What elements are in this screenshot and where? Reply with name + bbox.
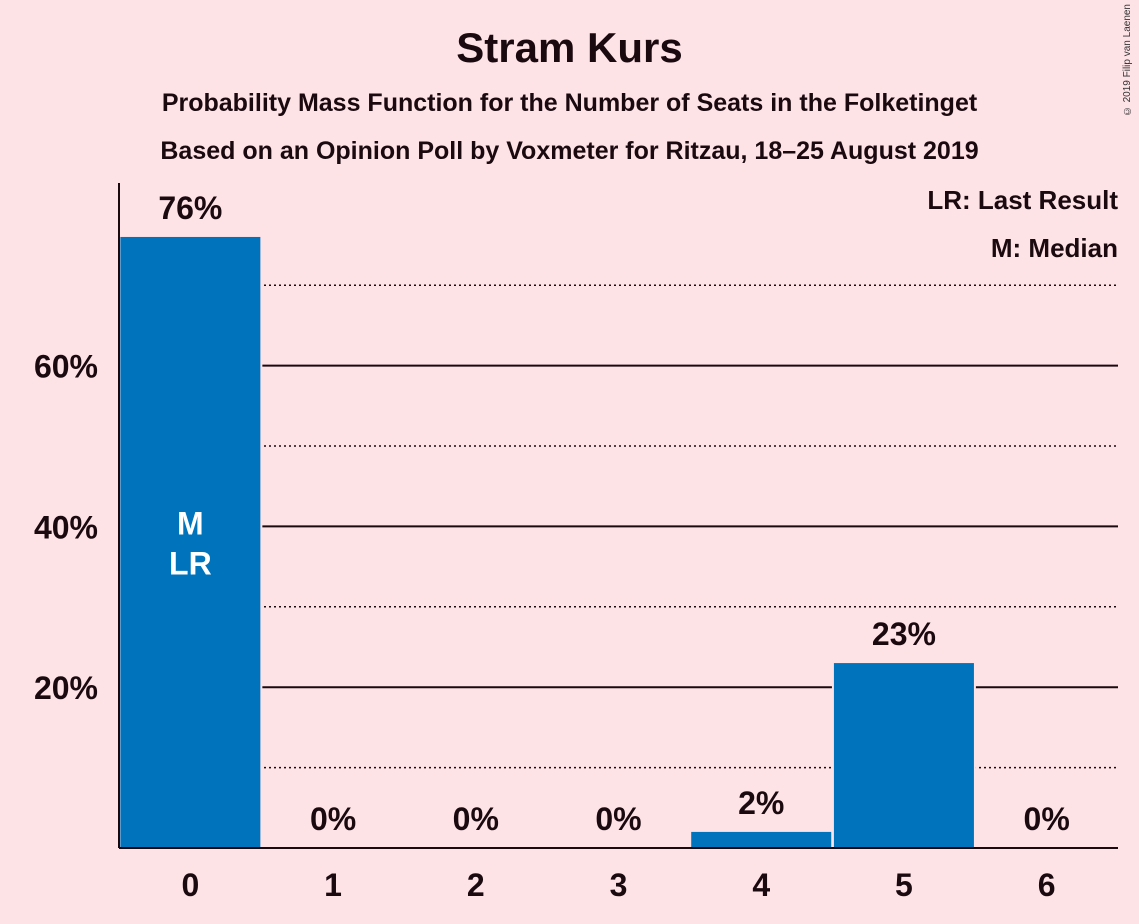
data-label: 0%: [310, 801, 356, 837]
data-label: 0%: [453, 801, 499, 837]
x-tick-label: 4: [752, 867, 770, 903]
x-tick-label: 0: [181, 867, 199, 903]
bar: [833, 663, 974, 848]
y-tick-label: 40%: [34, 509, 98, 545]
x-tick-label: 1: [324, 867, 342, 903]
y-tick-label: 60%: [34, 349, 98, 385]
x-tick-label: 5: [895, 867, 913, 903]
legend-entry: M: Median: [991, 233, 1118, 263]
data-label: 0%: [595, 801, 641, 837]
chart-subtitle-source: Based on an Opinion Poll by Voxmeter for…: [160, 137, 979, 165]
bar: [691, 831, 832, 848]
data-label: 23%: [872, 616, 936, 652]
data-label: 0%: [1024, 801, 1070, 837]
x-tick-label: 3: [610, 867, 628, 903]
x-tick-label: 6: [1038, 867, 1056, 903]
chart-subtitle: Probability Mass Function for the Number…: [161, 89, 978, 117]
chart-title: Stram Kurs: [456, 24, 683, 71]
legend-entry: LR: Last Result: [927, 185, 1118, 215]
bar-marker-label: LR: [169, 545, 212, 581]
x-tick-label: 2: [467, 867, 485, 903]
data-label: 2%: [738, 785, 784, 821]
bar-marker-label: M: [177, 505, 204, 541]
data-label: 76%: [158, 190, 222, 226]
y-tick-label: 20%: [34, 670, 98, 706]
bar: [120, 236, 261, 848]
